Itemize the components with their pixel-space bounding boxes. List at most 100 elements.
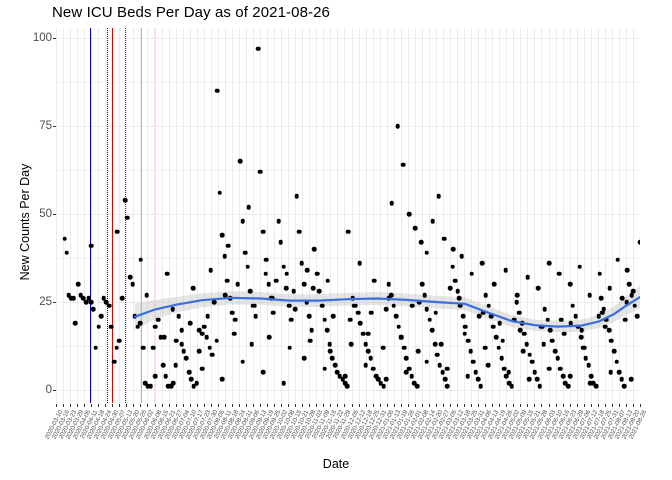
data-point: [588, 373, 594, 379]
data-point: [477, 313, 482, 319]
data-point: [606, 327, 612, 333]
data-point: [499, 356, 504, 361]
data-point: [500, 338, 506, 344]
x-tick-mark: [84, 404, 86, 407]
data-point: [357, 260, 362, 266]
data-point: [183, 356, 189, 361]
data-point: [309, 327, 315, 333]
data-point: [534, 377, 540, 382]
gridline-x: [618, 28, 620, 403]
data-point: [558, 317, 564, 322]
data-point: [245, 264, 250, 270]
x-tick-mark: [281, 404, 283, 407]
data-point: [324, 327, 330, 333]
x-tick-mark: [267, 404, 269, 407]
x-tick-mark: [288, 404, 290, 407]
gridline-x: [210, 28, 212, 403]
data-point: [81, 296, 86, 301]
gridline-x: [351, 28, 353, 403]
data-point: [335, 370, 340, 375]
data-point: [289, 317, 294, 322]
data-point: [331, 313, 336, 319]
data-point: [368, 356, 374, 361]
x-tick-mark: [562, 404, 564, 407]
x-tick-mark: [133, 404, 135, 407]
data-point: [486, 303, 492, 308]
data-point: [527, 352, 532, 358]
data-point: [561, 331, 567, 336]
x-tick-mark: [541, 404, 543, 407]
gridline-x: [182, 28, 184, 403]
data-point: [409, 303, 415, 308]
x-tick-mark: [274, 404, 276, 407]
x-tick-mark: [351, 404, 353, 407]
data-point: [597, 271, 602, 277]
data-point: [261, 229, 266, 234]
data-point: [304, 268, 310, 273]
data-point: [342, 380, 348, 386]
gridline-x: [379, 28, 381, 403]
data-point: [158, 334, 163, 340]
gridline-x: [464, 28, 466, 403]
data-point: [199, 331, 205, 336]
data-point: [485, 363, 491, 368]
data-point: [630, 289, 636, 294]
data-point: [207, 345, 212, 351]
gridline-x: [576, 28, 578, 403]
data-point: [468, 348, 473, 354]
data-point: [475, 377, 481, 382]
data-point: [366, 331, 371, 336]
data-point: [596, 313, 601, 319]
data-point: [211, 299, 217, 305]
data-point: [161, 363, 166, 368]
data-point: [526, 377, 532, 382]
data-point: [217, 190, 222, 196]
data-point: [148, 384, 153, 389]
x-tick-mark: [316, 404, 318, 407]
y-tick-label: 100: [32, 32, 52, 44]
gridline-x: [632, 28, 634, 403]
gridline-x: [569, 28, 571, 403]
gridline-x: [224, 28, 226, 403]
data-point: [620, 296, 625, 301]
data-point: [135, 324, 141, 329]
data-point: [395, 123, 400, 129]
data-point: [266, 282, 271, 287]
data-point: [86, 296, 91, 301]
data-point: [320, 303, 325, 308]
x-tick-mark: [386, 404, 388, 407]
x-tick-mark: [295, 404, 297, 407]
data-point: [376, 377, 381, 382]
data-point: [258, 169, 263, 175]
x-tick-mark: [323, 404, 325, 407]
gridline-x: [428, 28, 430, 403]
data-point: [509, 384, 514, 389]
gridline-x: [555, 28, 557, 403]
gridline-x: [253, 28, 254, 403]
data-point: [432, 341, 438, 347]
gridline-x: [161, 28, 163, 403]
x-tick-mark: [224, 404, 226, 407]
x-tick-mark: [611, 404, 613, 407]
gridline-x: [316, 28, 318, 403]
data-point: [430, 218, 435, 224]
x-tick-mark: [337, 404, 339, 407]
x-tick-mark: [253, 404, 254, 407]
gridline-x: [84, 28, 86, 403]
data-point: [628, 377, 634, 382]
data-point: [88, 243, 94, 248]
x-tick-mark: [365, 404, 367, 407]
data-point: [503, 373, 509, 379]
data-point: [72, 320, 78, 326]
data-point: [220, 377, 225, 382]
x-tick-mark: [238, 404, 240, 407]
data-point: [263, 257, 269, 263]
data-point: [232, 317, 238, 322]
gridline-x: [597, 28, 599, 403]
gridline-x: [358, 28, 360, 403]
x-tick-mark: [302, 404, 304, 407]
data-point: [223, 292, 228, 298]
data-point: [637, 239, 640, 245]
data-point: [96, 324, 101, 329]
data-point: [369, 310, 374, 315]
